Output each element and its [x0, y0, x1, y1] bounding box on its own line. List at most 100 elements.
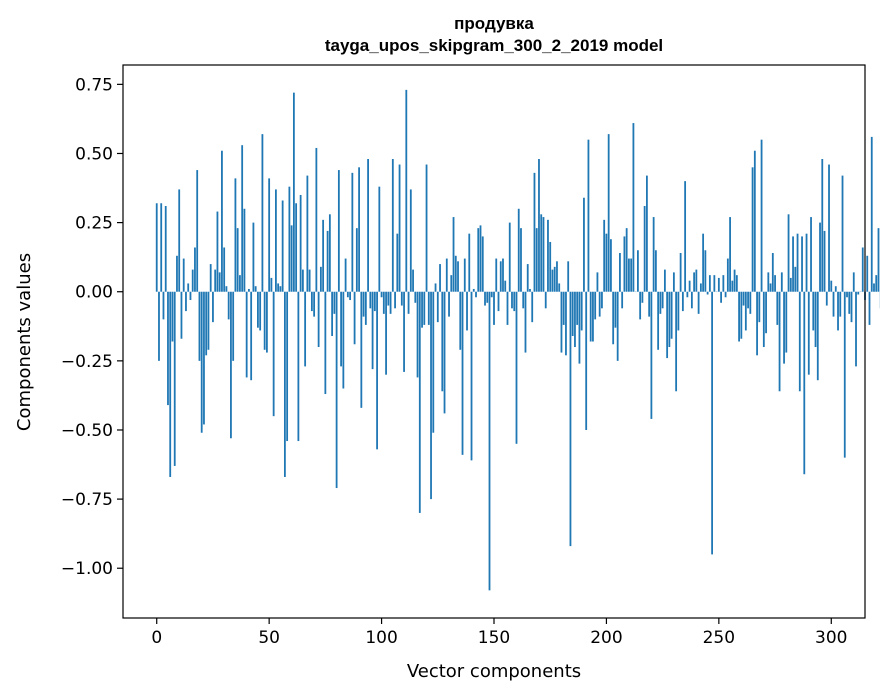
bar-134: [457, 261, 459, 292]
chart-title: продувка: [454, 14, 534, 33]
bar-286: [798, 291, 801, 392]
bar-299: [828, 164, 830, 292]
bar-10: [178, 189, 181, 292]
bar-17: [194, 247, 196, 292]
bar-272: [767, 272, 770, 292]
bar-247: [711, 291, 713, 555]
bar-138: [466, 291, 468, 331]
bar-123: [432, 291, 435, 433]
bar-59: [288, 186, 291, 292]
bar-3: [162, 291, 165, 320]
bar-33: [230, 291, 232, 439]
bar-162: [520, 228, 522, 292]
bar-118: [421, 291, 423, 328]
y-tick-label: −0.25: [61, 352, 113, 372]
x-axis-ticks: 0 50 100 150 200 250 300: [151, 618, 847, 648]
bar-111: [405, 89, 408, 292]
x-tick-label: 250: [703, 628, 735, 648]
bar-266: [753, 150, 756, 292]
bar-204: [614, 291, 617, 328]
bar-52: [272, 291, 275, 417]
bar-199: [603, 219, 606, 292]
bar-70: [313, 291, 316, 317]
bar-171: [540, 214, 543, 292]
bar-302: [834, 286, 837, 292]
bar-147: [486, 291, 489, 303]
bar-37: [239, 275, 241, 292]
bar-167: [531, 291, 534, 323]
bar-39: [243, 208, 246, 292]
bar-292: [812, 291, 815, 331]
bar-24: [209, 264, 212, 292]
bar-319: [873, 283, 875, 292]
bar-281: [787, 214, 790, 292]
bar-106: [394, 291, 396, 309]
bar-93: [364, 291, 367, 325]
bar-180: [560, 291, 563, 353]
bar-154: [502, 258, 504, 292]
bar-278: [780, 272, 783, 292]
bar-35: [234, 178, 237, 292]
bar-245: [706, 291, 709, 295]
bar-267: [756, 291, 758, 356]
bar-155: [504, 280, 507, 292]
bar-228: [668, 291, 671, 348]
bar-184: [569, 291, 572, 547]
bar-78: [331, 291, 334, 336]
bar-86: [349, 291, 351, 301]
bar-296: [821, 159, 824, 292]
bar-19: [198, 291, 201, 361]
bar-251: [720, 291, 722, 303]
bar-205: [616, 291, 619, 361]
bar-41: [248, 288, 250, 292]
bar-212: [632, 123, 635, 292]
bar-215: [639, 291, 642, 320]
bar-99: [378, 186, 381, 292]
bar-50: [268, 178, 271, 292]
bar-153: [499, 261, 502, 292]
bar-95: [369, 291, 372, 309]
bar-152: [497, 291, 500, 312]
bar-124: [434, 283, 437, 292]
bar-136: [461, 291, 464, 455]
bar-23: [207, 291, 210, 350]
bar-241: [697, 291, 700, 314]
bar-21: [203, 291, 205, 425]
bar-262: [744, 291, 747, 331]
bar-16: [191, 269, 194, 292]
bar-175: [549, 241, 552, 292]
bar-216: [641, 291, 644, 303]
bar-298: [825, 291, 828, 306]
bar-127: [441, 291, 444, 392]
bar-295: [819, 222, 821, 292]
bar-69: [310, 291, 313, 312]
bar-1: [158, 291, 160, 361]
bar-56: [281, 200, 284, 292]
bar-269: [760, 139, 763, 292]
bar-191: [585, 291, 588, 430]
bar-168: [533, 172, 536, 292]
bar-43: [252, 222, 255, 292]
bar-148: [488, 291, 491, 591]
bar-48: [263, 291, 266, 350]
bar-265: [751, 167, 754, 292]
bar-146: [484, 291, 486, 306]
bar-2: [160, 203, 163, 292]
bar-96: [371, 291, 374, 370]
bar-125: [436, 291, 439, 323]
bar-178: [556, 261, 558, 292]
bar-211: [630, 258, 633, 292]
bar-263: [747, 291, 749, 309]
bar-309: [850, 291, 853, 323]
bar-100: [380, 291, 383, 298]
bar-66: [304, 291, 307, 367]
bar-149: [490, 291, 493, 298]
bar-256: [731, 280, 734, 292]
bar-182: [565, 291, 567, 356]
bar-101: [382, 291, 385, 314]
bar-306: [843, 291, 846, 458]
bar-119: [423, 291, 426, 325]
bar-246: [708, 275, 711, 292]
bar-310: [852, 272, 855, 292]
bar-6: [169, 291, 172, 477]
